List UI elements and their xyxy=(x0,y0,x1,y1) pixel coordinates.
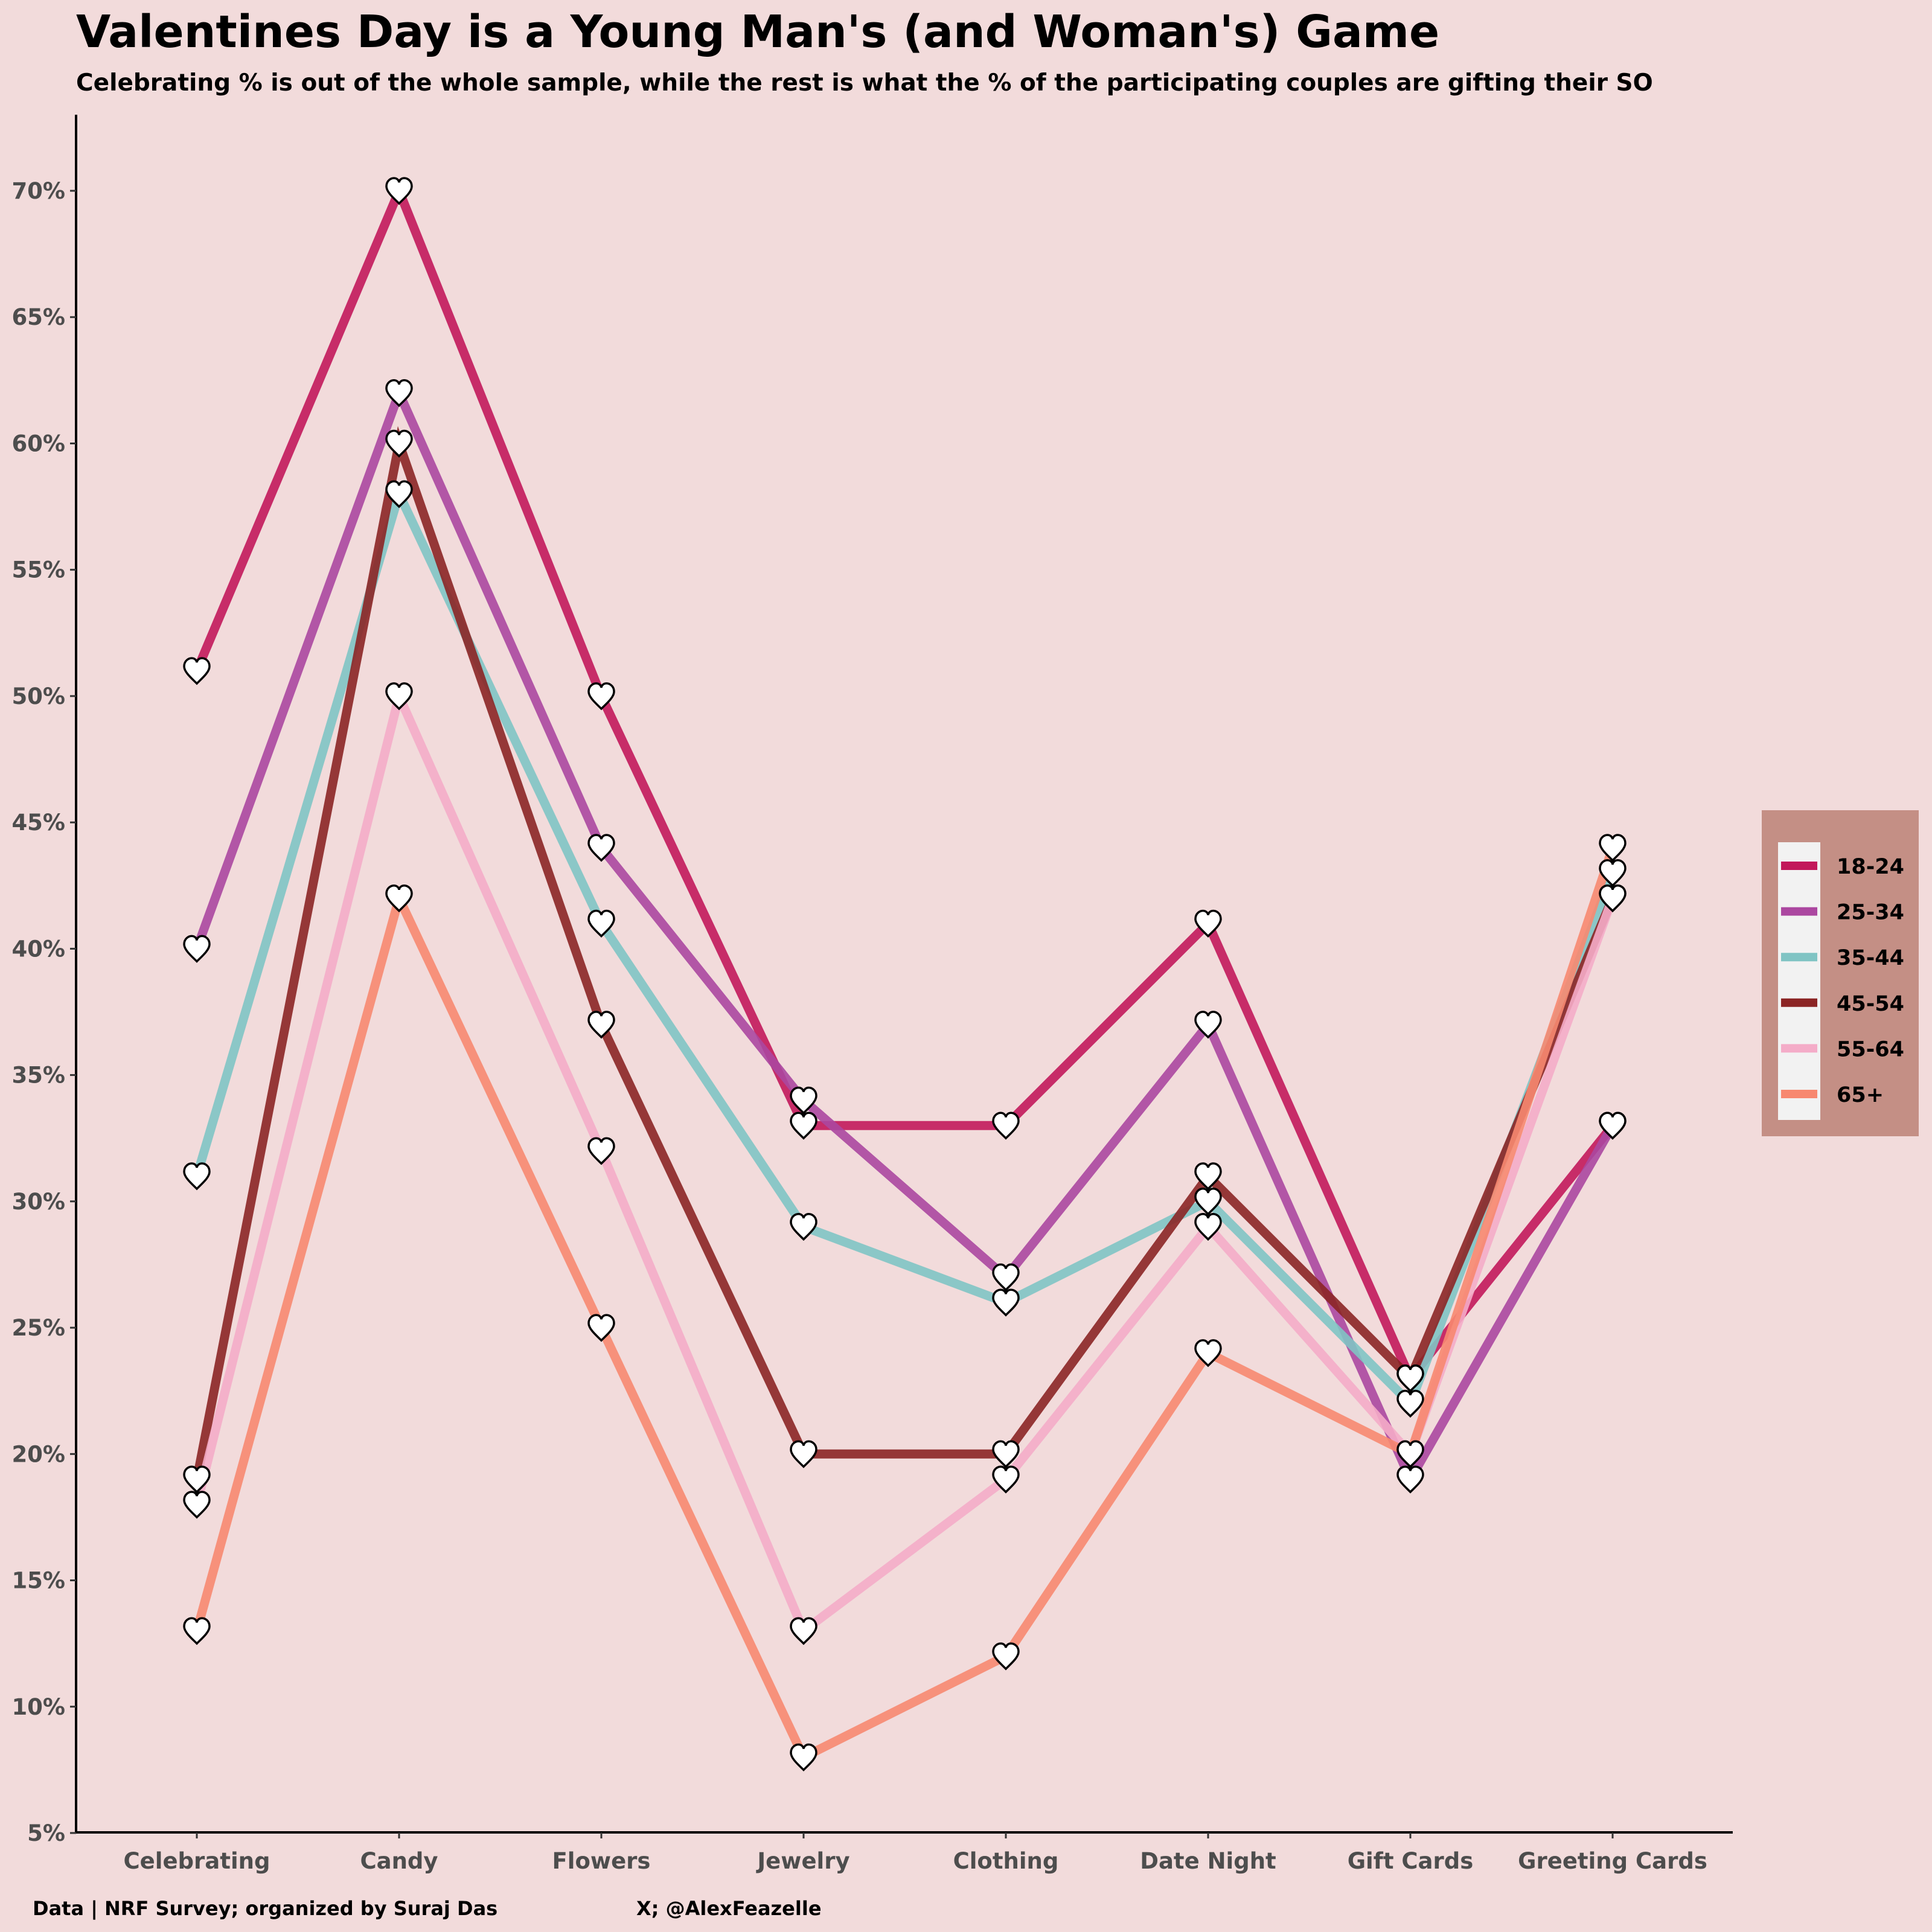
y-tick-label: 50% xyxy=(11,683,65,709)
heart-marker xyxy=(1194,1188,1222,1216)
credit-caption: X; @AlexFeazelle xyxy=(636,1897,822,1920)
heart-marker xyxy=(385,884,413,913)
series-line-55-64 xyxy=(192,682,1617,1638)
legend-label: 35-44 xyxy=(1837,946,1904,970)
legend: 18-24 25-34 35-44 45-54 55-64 65+ xyxy=(1762,810,1919,1136)
legend-label: 25-34 xyxy=(1837,901,1904,925)
y-tick-label: 55% xyxy=(11,557,65,583)
legend-label: 65+ xyxy=(1837,1083,1884,1107)
heart-marker xyxy=(992,1263,1020,1291)
chart-subtitle: Celebrating % is out of the whole sample… xyxy=(76,69,1653,97)
y-tick-label: 70% xyxy=(11,178,65,204)
heart-marker xyxy=(587,682,615,711)
heart-marker xyxy=(1599,859,1627,888)
heart-marker xyxy=(790,1212,817,1241)
legend-label: 18-24 xyxy=(1837,855,1904,879)
heart-marker xyxy=(1396,1364,1424,1393)
heart-marker xyxy=(1194,1011,1222,1039)
heart-marker xyxy=(1396,1465,1424,1494)
series-line-18-24 xyxy=(193,179,1616,1387)
y-tick-label: 10% xyxy=(11,1694,65,1720)
heart-marker xyxy=(183,1162,211,1191)
legend-key-background xyxy=(1778,842,1820,1120)
x-tick-label: Jewelry xyxy=(755,1848,849,1874)
heart-marker xyxy=(1194,1162,1222,1191)
source-caption: Data | NRF Survey; organized by Suraj Da… xyxy=(33,1897,497,1921)
heart-marker xyxy=(1194,1339,1222,1367)
x-tick-label: Greeting Cards xyxy=(1518,1848,1707,1874)
series-line-35-44 xyxy=(192,481,1617,1412)
heart-marker xyxy=(790,1440,817,1468)
x-tick-label: Date Night xyxy=(1140,1848,1276,1874)
y-tick-label: 5% xyxy=(27,1820,65,1846)
x-tick-label: Clothing xyxy=(953,1848,1059,1874)
heart-marker xyxy=(183,1617,211,1645)
y-tick-label: 20% xyxy=(11,1441,65,1467)
heart-marker xyxy=(992,1465,1020,1494)
legend-label: 55-64 xyxy=(1837,1037,1904,1061)
heart-marker xyxy=(385,429,413,458)
y-axis: 5% 10% 15% 20% 25% 30% 35% 40% 45% 50% 55% 60% 65% 70… xyxy=(11,115,77,1846)
x-tick-label: Celebrating xyxy=(124,1848,270,1874)
heart-marker xyxy=(992,1440,1020,1468)
heart-marker xyxy=(992,1642,1020,1671)
heart-marker xyxy=(992,1288,1020,1317)
x-tick-label: Candy xyxy=(360,1848,438,1874)
y-tick-label: 30% xyxy=(11,1189,65,1215)
heart-marker xyxy=(992,1112,1020,1140)
y-tick-label: 15% xyxy=(11,1568,65,1594)
heart-marker xyxy=(790,1086,817,1115)
heart-marker xyxy=(790,1112,817,1140)
heart-marker xyxy=(183,935,211,963)
legend-items: 18-24 25-34 35-44 45-54 55-64 65+ xyxy=(1778,842,1904,1120)
heart-marker xyxy=(1599,884,1627,913)
heart-marker xyxy=(587,1314,615,1342)
chart-title: Valentines Day is a Young Man's (and Wom… xyxy=(76,6,1439,58)
y-tick-label: 25% xyxy=(11,1315,65,1341)
series-line-25-34 xyxy=(192,380,1617,1489)
legend-label: 45-54 xyxy=(1837,992,1904,1016)
y-tick-label: 40% xyxy=(11,936,65,962)
y-tick-label: 65% xyxy=(11,304,65,330)
heart-marker xyxy=(1194,909,1222,938)
heart-marker xyxy=(183,1465,211,1494)
heart-marker xyxy=(790,1617,817,1645)
heart-marker xyxy=(1396,1440,1424,1468)
heart-marker xyxy=(587,1011,615,1039)
y-tick-label: 45% xyxy=(11,810,65,836)
series-line-45-54 xyxy=(192,426,1617,1480)
series-markers xyxy=(183,177,1627,1771)
heart-marker xyxy=(1194,1212,1222,1241)
heart-marker xyxy=(1599,1112,1627,1140)
heart-marker xyxy=(1396,1389,1424,1418)
series-line-65+ xyxy=(192,846,1617,1764)
heart-marker xyxy=(587,909,615,938)
x-axis: Celebrating Candy Flowers Jewelry Clothing Da… xyxy=(76,1831,1733,1874)
heart-marker xyxy=(587,1137,615,1165)
heart-marker xyxy=(385,682,413,711)
heart-marker xyxy=(587,834,615,862)
heart-marker xyxy=(1599,834,1627,862)
heart-marker xyxy=(183,1491,211,1519)
heart-marker xyxy=(183,657,211,685)
y-tick-label: 35% xyxy=(11,1063,65,1089)
heart-marker xyxy=(790,1743,817,1771)
heart-marker xyxy=(385,177,413,205)
x-tick-label: Flowers xyxy=(552,1848,651,1874)
y-tick-label: 60% xyxy=(11,430,65,456)
heart-marker xyxy=(385,379,413,408)
heart-marker xyxy=(385,480,413,508)
series-lines xyxy=(192,179,1617,1764)
x-tick-label: Gift Cards xyxy=(1348,1848,1474,1874)
